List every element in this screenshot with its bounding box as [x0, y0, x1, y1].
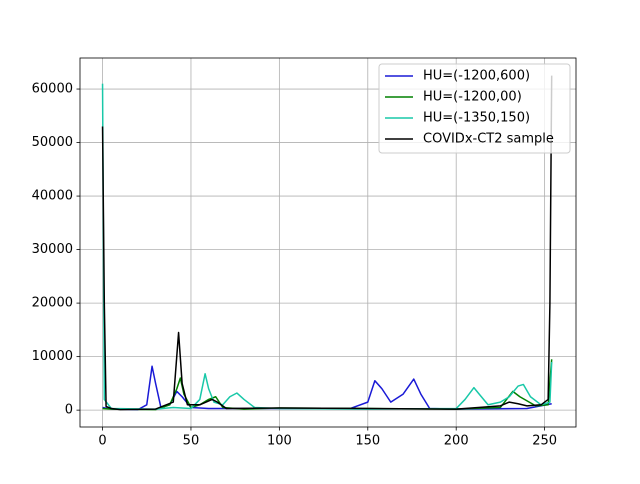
x-tick-label: 100	[267, 434, 292, 449]
y-tick-label: 10000	[32, 349, 73, 364]
series-line	[102, 359, 553, 411]
legend-box	[378, 63, 571, 154]
y-tick-label: 50000	[32, 135, 73, 150]
y-tick-label: 30000	[32, 242, 73, 257]
plot-frame	[79, 57, 577, 428]
x-tick-label: 250	[532, 434, 557, 449]
y-tick-label: 40000	[32, 189, 73, 204]
legend-label: COVIDx-CT2 sample	[423, 132, 554, 147]
y-tick-label: 20000	[32, 296, 73, 311]
x-tick-label: 150	[355, 434, 380, 449]
x-tick-label: 200	[444, 434, 469, 449]
y-tick-label: 0	[65, 403, 73, 418]
legend-label: HU=(-1200,600)	[423, 69, 530, 84]
y-tick-label: 60000	[32, 82, 73, 97]
legend-label: HU=(-1350,150)	[423, 111, 530, 126]
legend-label: HU=(-1200,00)	[423, 90, 522, 105]
x-tick-label: 0	[98, 434, 106, 449]
series-line	[101, 75, 553, 411]
x-tick-label: 50	[183, 434, 200, 449]
